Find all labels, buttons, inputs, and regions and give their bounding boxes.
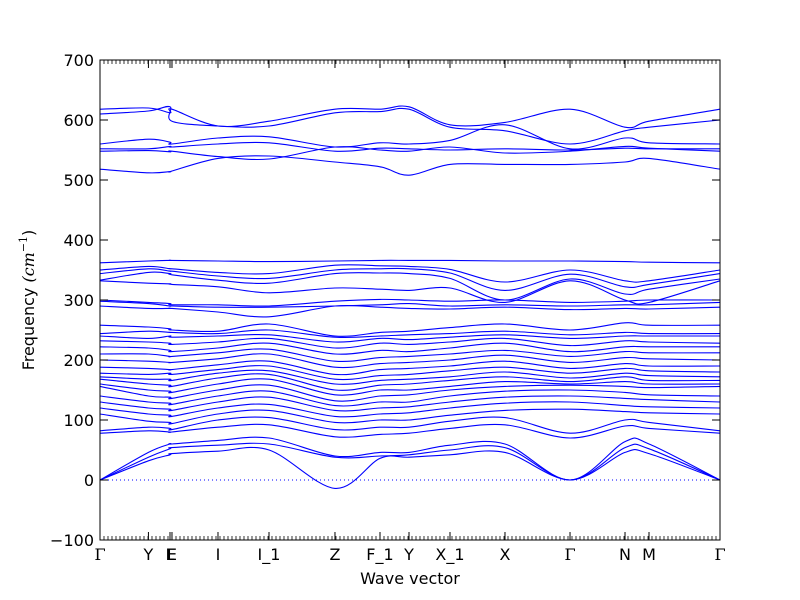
low-band-15 <box>99 395 721 412</box>
y-tick-label: 700 <box>63 51 94 70</box>
low-band-5 <box>99 342 720 355</box>
x-tick-label: I_1 <box>258 545 281 565</box>
mid-band-5 <box>99 280 721 305</box>
low-band-18 <box>99 416 721 434</box>
y-tick-label: 200 <box>63 351 94 370</box>
y-tick-label: 100 <box>63 411 94 430</box>
y-axis-title-exponent: −1 <box>17 236 30 252</box>
optical-band-6 <box>99 155 721 176</box>
optical-band-5 <box>99 145 721 161</box>
x-axis: Γ Y LE I I_1 Z F_1 Y X_1 X Γ N M Γ <box>94 60 726 565</box>
low-band-6 <box>99 348 721 363</box>
mid-band-2 <box>99 264 721 283</box>
y-tick-label: 300 <box>63 291 94 310</box>
x-tick-label: X <box>499 545 510 564</box>
mid-band-6 <box>99 298 721 307</box>
y-tick-label: 0 <box>84 471 94 490</box>
low-band-12 <box>99 378 721 396</box>
mid-band-8 <box>99 304 721 318</box>
optical-band-4 <box>99 141 721 152</box>
x-tick-label: E <box>167 545 177 564</box>
x-tick-label: Z <box>329 545 340 564</box>
optical-band-3 <box>99 124 721 150</box>
low-band-19 <box>99 423 721 439</box>
optical-band-2 <box>99 105 721 145</box>
low-band-16 <box>99 401 721 418</box>
acoustic-band-2 <box>99 442 721 481</box>
low-band-8 <box>99 360 721 376</box>
x-tick-label: Γ <box>564 545 575 564</box>
low-band-9 <box>99 365 721 381</box>
plot-frame <box>99 59 721 541</box>
mid-band-3 <box>99 267 721 291</box>
low-band-14 <box>99 389 721 407</box>
y-axis-title-unit: (cm <box>19 252 38 282</box>
low-band-10 <box>99 369 721 385</box>
band-lines <box>99 105 721 489</box>
low-band-2 <box>99 329 721 339</box>
x-tick-label: F_1 <box>366 545 393 565</box>
low-band-1 <box>99 322 721 337</box>
x-axis-title: Wave vector <box>360 569 460 588</box>
acoustic-band-1 <box>99 436 721 481</box>
low-band-17 <box>99 408 721 425</box>
low-band-7 <box>99 353 721 369</box>
x-tick-label: X_1 <box>435 545 464 565</box>
x-tick-label: Γ <box>714 545 725 564</box>
low-band-13 <box>99 384 721 402</box>
low-band-4 <box>99 337 721 349</box>
y-tick-label: −100 <box>50 531 94 550</box>
y-tick-label: 400 <box>63 231 94 250</box>
x-tick-label: N <box>619 545 631 564</box>
mid-band-1 <box>99 259 721 264</box>
low-band-11 <box>99 373 721 391</box>
x-tick-label: Y <box>143 545 154 564</box>
x-tick-label: I <box>216 545 221 564</box>
mid-band-7 <box>99 300 721 308</box>
y-axis-title-text: Frequency <box>19 283 38 371</box>
mid-band-4 <box>99 271 721 301</box>
x-tick-label: Γ <box>94 545 105 564</box>
y-axis-title: Frequency (cm−1) <box>17 230 38 371</box>
y-axis-title-close: ) <box>19 230 38 236</box>
y-axis: −100 0 100 200 300 400 500 600 700 <box>50 51 720 550</box>
y-tick-label: 500 <box>63 171 94 190</box>
x-tick-label: M <box>642 545 656 564</box>
low-band-3 <box>99 333 720 343</box>
acoustic-band-3 <box>99 446 721 489</box>
x-tick-label: L <box>166 545 175 564</box>
y-tick-label: 600 <box>63 111 94 130</box>
x-tick-label: Y <box>403 545 414 564</box>
